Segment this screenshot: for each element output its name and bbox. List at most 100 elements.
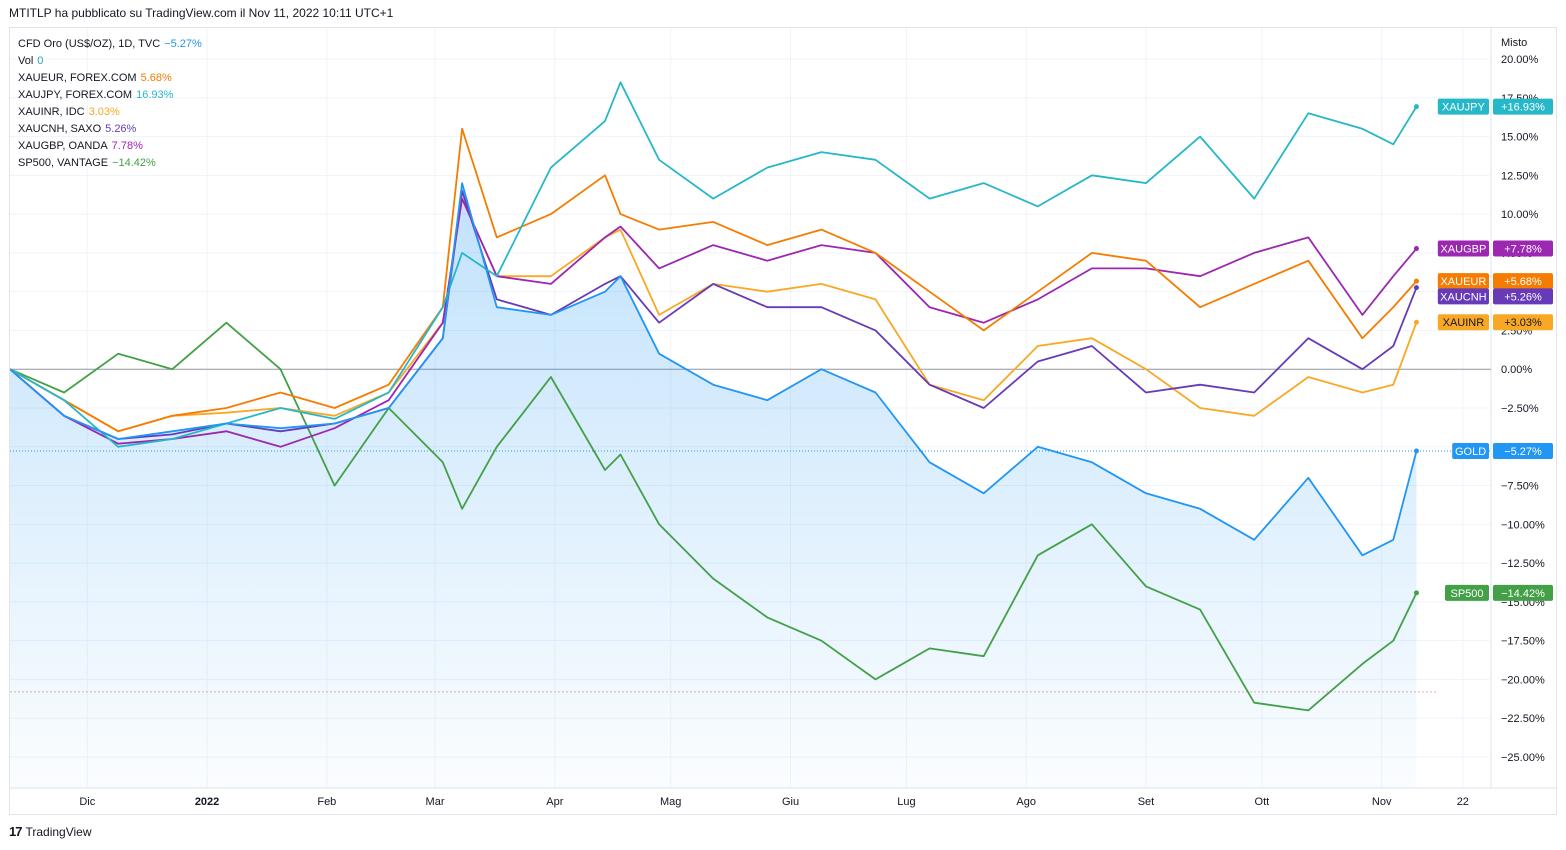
- series-line-xauinr[interactable]: [10, 197, 1418, 433]
- series-last-point: [1413, 104, 1419, 110]
- x-tick-label: Lug: [897, 796, 915, 808]
- x-tick-label: 2022: [195, 796, 219, 808]
- series-name-tag: [1437, 240, 1489, 257]
- legend-row[interactable]: SP500, VANTAGE −14.42%: [18, 155, 202, 172]
- series-value-tag-text: +7.78%: [1504, 244, 1542, 256]
- chart[interactable]: 20.00%17.50%15.00%12.50%10.00%7.50%5.00%…: [10, 28, 1556, 814]
- legend-value: 5.68%: [140, 72, 172, 84]
- x-tick-label: Ago: [1016, 796, 1036, 808]
- footer: 17 TradingView: [9, 824, 92, 839]
- series-value-tag-text: +5.26%: [1504, 291, 1542, 303]
- series-name-tag: [1437, 314, 1489, 331]
- series-value-tag: [1493, 314, 1553, 331]
- price-scale-mode-label[interactable]: Misto: [1501, 37, 1527, 49]
- series-line-xaugbp[interactable]: [10, 197, 1418, 448]
- y-tick-label: −10.00%: [1501, 519, 1545, 531]
- series-name-tag-text: XAUGBP: [1440, 244, 1486, 256]
- series-value-tag: [1493, 98, 1553, 115]
- series-name-tag: [1452, 442, 1489, 459]
- series-name-tag: [1445, 584, 1489, 601]
- series-last-point: [1413, 448, 1419, 454]
- y-tick-label: −17.50%: [1501, 636, 1545, 648]
- series-last-point: [1413, 246, 1419, 252]
- legend-row[interactable]: CFD Oro (US$/OZ), 1D, TVC −5.27%: [18, 36, 202, 53]
- x-tick-label: Apr: [546, 796, 563, 808]
- y-tick-label: −7.50%: [1501, 481, 1539, 493]
- legend-label: SP500, VANTAGE: [18, 157, 109, 169]
- x-tick-label: Mag: [660, 796, 681, 808]
- legend-label: CFD Oro (US$/OZ), 1D, TVC: [18, 38, 161, 50]
- tradingview-logo-icon: 17: [9, 824, 23, 839]
- legend-value: 16.93%: [136, 89, 174, 101]
- legend-value: −5.27%: [164, 38, 202, 50]
- series-last-point: [1413, 319, 1419, 325]
- series-name-tag-text: SP500: [1450, 588, 1483, 600]
- series-last-point: [1413, 285, 1419, 291]
- legend-value: 5.26%: [105, 123, 137, 135]
- legend-value: −14.42%: [112, 157, 156, 169]
- y-tick-label: 0.00%: [1501, 364, 1532, 376]
- series-name-tag: [1437, 273, 1489, 290]
- legend-label: XAUGBP, OANDA: [18, 140, 108, 152]
- series-name-tag-text: XAUCNH: [1440, 291, 1487, 303]
- series-value-tag: [1493, 273, 1553, 290]
- series-value-tag: [1493, 442, 1553, 459]
- gold-area-fill: [10, 183, 1417, 789]
- series-value-tag: [1493, 240, 1553, 257]
- brand-name: TradingView: [25, 824, 92, 839]
- series-line-gold[interactable]: [10, 182, 1418, 557]
- y-tick-label: 15.00%: [1501, 132, 1539, 144]
- y-tick-label: 10.00%: [1501, 209, 1539, 221]
- series-line-xaueur[interactable]: [10, 127, 1418, 433]
- x-tick-label: Dic: [79, 796, 95, 808]
- series-value-tag-text: +5.68%: [1504, 276, 1542, 288]
- legend-label: XAUEUR, FOREX.COM: [18, 72, 137, 84]
- series-line-xaucnh[interactable]: [10, 190, 1418, 440]
- series-line-sp500[interactable]: [10, 321, 1418, 712]
- series-name-tag-text: XAUJPY: [1442, 102, 1485, 114]
- y-tick-label: −2.50%: [1501, 403, 1539, 415]
- y-tick-label: −12.50%: [1501, 558, 1545, 570]
- x-tick-label: Giu: [782, 796, 799, 808]
- legend-row[interactable]: XAUCNH, SAXO 5.26%: [18, 121, 202, 138]
- y-tick-label: −20.00%: [1501, 674, 1545, 686]
- y-tick-label: −22.50%: [1501, 713, 1545, 725]
- series-name-tag: [1437, 98, 1489, 115]
- chart-legend: CFD Oro (US$/OZ), 1D, TVC −5.27% Vol 0 XAUEU…: [18, 36, 202, 172]
- series-name-tag: [1437, 288, 1489, 305]
- series-name-tag-text: XAUINR: [1443, 317, 1485, 329]
- series-value-tag-text: +3.03%: [1504, 317, 1542, 329]
- legend-label: Vol: [18, 55, 34, 67]
- series-value-tag: [1493, 288, 1553, 305]
- series-value-tag-text: −14.42%: [1501, 588, 1545, 600]
- series-last-point: [1413, 278, 1419, 284]
- x-tick-label: Feb: [317, 796, 336, 808]
- legend-label: XAUJPY, FOREX.COM: [18, 89, 133, 101]
- legend-row[interactable]: Vol 0: [18, 53, 202, 70]
- y-tick-label: 12.50%: [1501, 170, 1539, 182]
- series-value-tag: [1493, 584, 1553, 601]
- x-tick-label: 22: [1457, 796, 1469, 808]
- y-tick-label: −25.00%: [1501, 752, 1545, 764]
- legend-row[interactable]: XAUJPY, FOREX.COM 16.93%: [18, 87, 202, 104]
- series-value-tag-text: −5.27%: [1504, 446, 1542, 458]
- legend-value: 0: [37, 55, 44, 67]
- x-tick-label: Mar: [426, 796, 445, 808]
- y-tick-label: 20.00%: [1501, 54, 1539, 66]
- legend-value: 7.78%: [111, 140, 143, 152]
- series-line-xaujpy[interactable]: [10, 81, 1418, 448]
- series-name-tag-text: XAUEUR: [1440, 276, 1486, 288]
- series-value-tag-text: +16.93%: [1501, 102, 1545, 114]
- legend-row[interactable]: XAUINR, IDC 3.03%: [18, 104, 202, 121]
- legend-row[interactable]: XAUEUR, FOREX.COM 5.68%: [18, 70, 202, 87]
- legend-value: 3.03%: [88, 106, 120, 118]
- x-tick-label: Ott: [1255, 796, 1270, 808]
- chart-frame[interactable]: 20.00%17.50%15.00%12.50%10.00%7.50%5.00%…: [9, 27, 1557, 815]
- x-tick-label: Nov: [1372, 796, 1392, 808]
- legend-label: XAUCNH, SAXO: [18, 123, 102, 135]
- legend-label: XAUINR, IDC: [18, 106, 85, 118]
- legend-row[interactable]: XAUGBP, OANDA 7.78%: [18, 138, 202, 155]
- x-tick-label: Set: [1138, 796, 1155, 808]
- published-by-header: MTITLP ha pubblicato su TradingView.com …: [9, 6, 394, 20]
- series-last-point: [1413, 590, 1419, 596]
